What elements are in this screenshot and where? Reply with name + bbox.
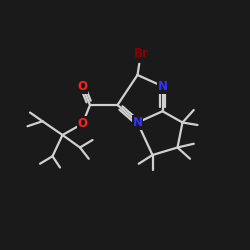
Text: N: N — [158, 80, 168, 93]
Text: Br: Br — [134, 47, 149, 60]
Text: N: N — [132, 116, 142, 129]
Text: O: O — [78, 80, 88, 93]
Text: O: O — [78, 117, 88, 130]
